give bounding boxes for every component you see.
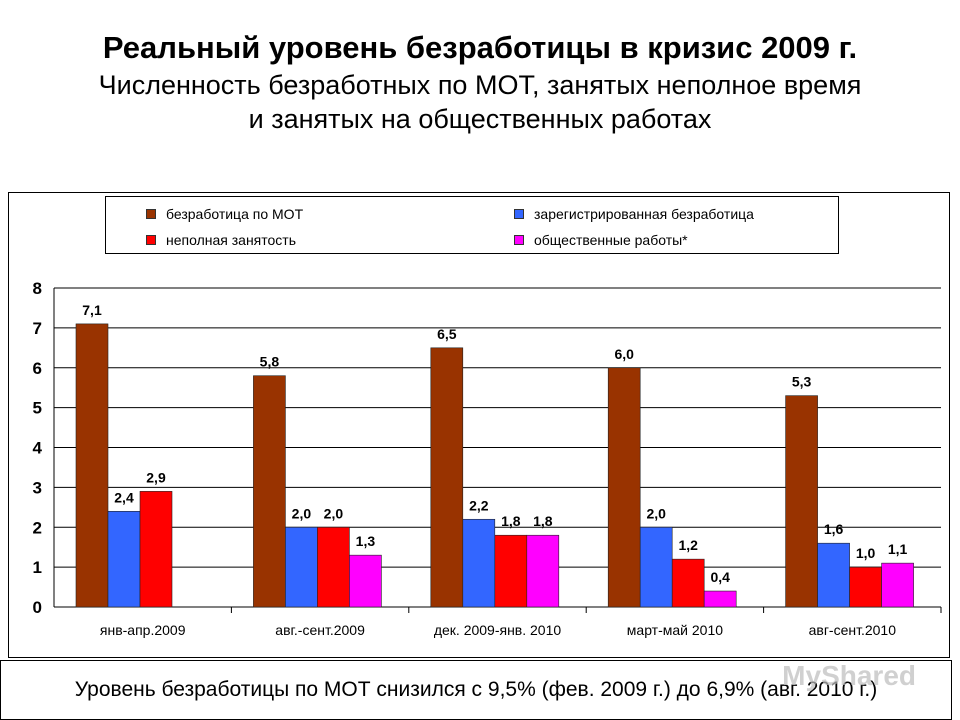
data-label-s0-c0: 7,1 bbox=[82, 302, 102, 318]
bar-s2-c0 bbox=[139, 491, 173, 608]
legend-label-public-works: общественные работы* bbox=[534, 232, 688, 248]
y-tick-label-4: 4 bbox=[33, 439, 43, 458]
legend-swatch-registered bbox=[514, 209, 524, 219]
y-tick-label-7: 7 bbox=[33, 319, 42, 338]
legend-label-registered: зарегистрированная безработица bbox=[534, 206, 754, 222]
chart-legend: безработица по МОТ зарегистрированная бе… bbox=[105, 196, 839, 254]
y-tick-label-2: 2 bbox=[33, 518, 42, 537]
data-label-s0-c1: 5,8 bbox=[260, 354, 280, 370]
data-label-s2-c4: 1,0 bbox=[856, 545, 876, 561]
legend-swatch-public-works bbox=[514, 235, 524, 245]
data-label-s3-c3: 0,4 bbox=[710, 569, 730, 585]
legend-swatch-mot bbox=[146, 209, 156, 219]
bar-s1-c0 bbox=[107, 510, 141, 608]
footer-note: Уровень безработицы по МОТ снизился с 9,… bbox=[0, 660, 952, 720]
x-category-label-4: авг-сент.2010 bbox=[809, 622, 897, 638]
data-label-s2-c2: 1,8 bbox=[501, 513, 521, 529]
chart-subtitle-line-1: Численность безработных по МОТ, занятых … bbox=[98, 70, 862, 100]
title-block: Реальный уровень безработицы в кризис 20… bbox=[0, 28, 960, 136]
chart-frame: безработица по МОТ зарегистрированная бе… bbox=[8, 192, 950, 658]
data-label-s0-c3: 6,0 bbox=[614, 346, 634, 362]
chart-title: Реальный уровень безработицы в кризис 20… bbox=[102, 30, 858, 65]
bar-s2-c4 bbox=[849, 566, 882, 608]
y-tick-label-0: 0 bbox=[33, 598, 42, 617]
y-tick-label-6: 6 bbox=[33, 359, 42, 378]
x-category-label-1: авг.-сент.2009 bbox=[275, 622, 365, 638]
data-labels: 7,1 2,4 2,9 5,8 2,0 2,0 1,3 6,5 2,2 1,8 1,8 6,0 2,0 1… bbox=[82, 302, 907, 585]
bar-s2-c1 bbox=[317, 526, 350, 608]
data-label-s3-c4: 1,1 bbox=[888, 541, 908, 557]
footer-text: Уровень безработицы по МОТ снизился с 9,… bbox=[74, 678, 878, 701]
data-label-s1-c3: 2,0 bbox=[646, 505, 666, 521]
legend-label-mot: безработица по МОТ bbox=[166, 206, 304, 222]
bar-s2-c2 bbox=[494, 534, 528, 608]
legend-item-registered: зарегистрированная безработица bbox=[514, 204, 754, 224]
bar-s1-c4 bbox=[817, 542, 850, 608]
bars bbox=[75, 323, 914, 608]
y-tick-label-3: 3 bbox=[33, 478, 42, 497]
bar-s0-c3 bbox=[607, 367, 641, 608]
data-label-s1-c4: 1,6 bbox=[824, 521, 844, 537]
bar-s1-c1 bbox=[285, 526, 318, 608]
legend-swatch-parttime bbox=[146, 235, 156, 245]
data-label-s0-c4: 5,3 bbox=[792, 374, 812, 390]
bar-s3-c2 bbox=[526, 534, 560, 608]
bar-s0-c4 bbox=[785, 395, 818, 608]
bar-s0-c1 bbox=[253, 375, 286, 608]
data-label-s1-c2: 2,2 bbox=[469, 497, 489, 513]
bar-chart: 0 1 2 3 4 5 6 7 8 янв-апр.2009 авг.-сент.2009 дек. … bbox=[33, 279, 942, 638]
x-category-label-0: янв-апр.2009 bbox=[100, 622, 186, 638]
data-label-s3-c1: 1,3 bbox=[356, 533, 376, 549]
bar-s3-c3 bbox=[703, 590, 737, 608]
data-label-s2-c0: 2,9 bbox=[146, 469, 166, 485]
bar-s1-c2 bbox=[462, 518, 496, 608]
data-label-s0-c2: 6,5 bbox=[437, 326, 457, 342]
data-label-s1-c1: 2,0 bbox=[292, 505, 312, 521]
legend-item-public-works: общественные работы* bbox=[514, 230, 688, 250]
data-label-s2-c3: 1,2 bbox=[678, 537, 698, 553]
bar-s0-c0 bbox=[75, 323, 109, 608]
y-tick-label-5: 5 bbox=[33, 399, 42, 418]
x-category-label-3: март-май 2010 bbox=[627, 622, 723, 638]
data-label-s3-c2: 1,8 bbox=[533, 513, 553, 529]
legend-item-parttime: неполная занятость bbox=[146, 230, 296, 250]
bar-s1-c3 bbox=[639, 526, 673, 608]
y-tick-label-1: 1 bbox=[33, 558, 42, 577]
y-tick-label-8: 8 bbox=[33, 279, 42, 298]
x-category-label-2: дек. 2009-янв. 2010 bbox=[434, 622, 562, 638]
watermark-logo: MyShared bbox=[782, 660, 916, 691]
legend-item-mot: безработица по МОТ bbox=[146, 204, 303, 224]
data-label-s2-c1: 2,0 bbox=[324, 505, 344, 521]
bar-s3-c4 bbox=[881, 562, 914, 608]
axes: 0 1 2 3 4 5 6 7 8 янв-апр.2009 авг.-сент.2009 дек. … bbox=[33, 279, 942, 638]
bar-s0-c2 bbox=[430, 347, 464, 608]
data-label-s1-c0: 2,4 bbox=[114, 489, 134, 505]
legend-label-parttime: неполная занятость bbox=[166, 232, 296, 248]
bar-s2-c3 bbox=[671, 558, 705, 608]
chart-subtitle-line-2: и занятых на общественных работах bbox=[248, 104, 712, 134]
bar-s3-c1 bbox=[349, 554, 382, 608]
